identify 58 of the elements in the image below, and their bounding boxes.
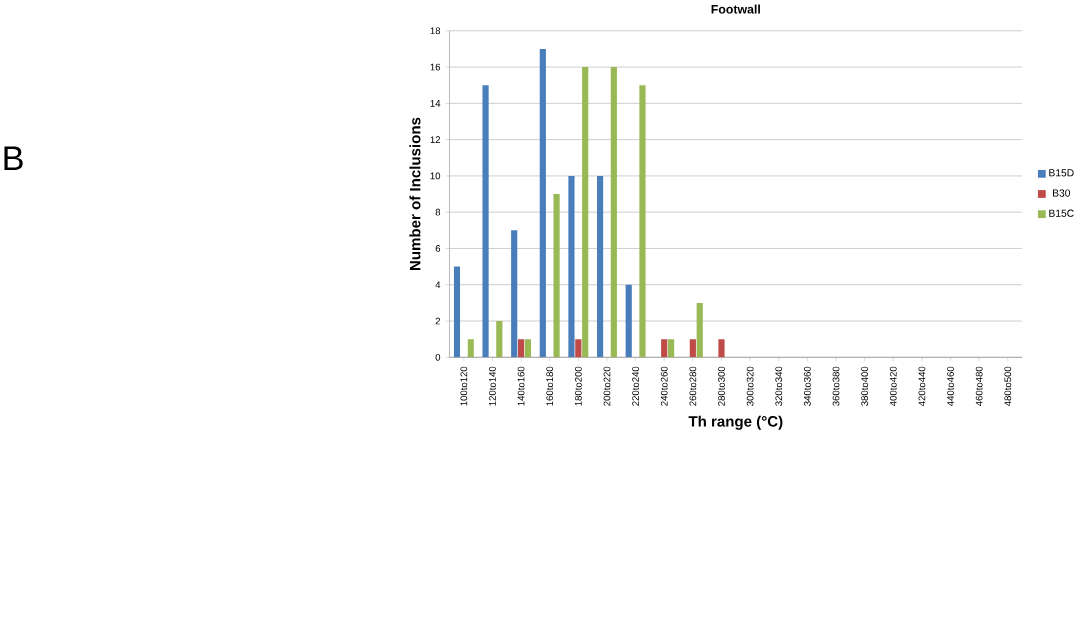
- bar: [610, 67, 617, 358]
- bar: [453, 266, 461, 358]
- bar: [689, 339, 696, 358]
- y-tick-label: 12: [430, 136, 441, 143]
- chart-title: Footwall: [711, 4, 760, 14]
- x-tick-label: 200to220: [603, 366, 611, 406]
- x-tick-label: 300to320: [746, 366, 754, 406]
- bar: [467, 339, 474, 358]
- bar: [524, 339, 532, 358]
- bar: [639, 85, 646, 358]
- legend-label: B15C: [1049, 209, 1074, 217]
- x-tick-label: 360to380: [832, 366, 840, 406]
- x-axis-title: Th range (°C): [688, 415, 783, 430]
- x-tick-label: 260to280: [689, 366, 697, 406]
- x-tick-label: 280to300: [718, 366, 725, 406]
- legend-label: B15D: [1049, 169, 1074, 177]
- x-tick-label: 140to160: [517, 366, 525, 406]
- y-tick-label: 16: [430, 63, 441, 71]
- x-tick-label: 400to420: [889, 366, 897, 407]
- x-tick-label: 220to240: [632, 366, 639, 406]
- bar: [575, 339, 582, 358]
- legend-label: B30: [1053, 189, 1071, 197]
- bar: [661, 339, 668, 358]
- y-tick-label: 18: [430, 27, 441, 35]
- bar: [553, 194, 560, 358]
- bar: [482, 85, 489, 358]
- bar: [511, 230, 518, 358]
- bar: [718, 339, 725, 358]
- x-tick-label: 180to200: [574, 366, 582, 406]
- x-tick-label: 120to140: [489, 366, 496, 406]
- bar: [568, 175, 575, 358]
- x-tick-label: 420to440: [918, 366, 926, 407]
- bar: [517, 339, 525, 358]
- x-tick-label: 380to400: [861, 366, 869, 406]
- x-tick-label: 340to360: [803, 366, 811, 406]
- bar: [596, 175, 604, 358]
- bar: [668, 339, 675, 358]
- bar: [696, 302, 703, 358]
- bar: [625, 284, 632, 358]
- y-axis-title: Number of Inclusions: [409, 117, 421, 271]
- y-tick-label: 14: [430, 100, 441, 107]
- y-tick-label: 6: [435, 245, 441, 252]
- y-tick-label: 8: [435, 208, 441, 216]
- x-tick-label: 160to180: [546, 366, 554, 406]
- y-tick-label: 10: [430, 172, 441, 180]
- bar: [582, 67, 589, 358]
- bar: [539, 48, 546, 358]
- x-tick-label: 320to340: [775, 366, 783, 406]
- y-tick-label: 0: [435, 353, 441, 361]
- x-tick-label: 240to260: [660, 366, 668, 406]
- y-tick-label: 4: [435, 281, 441, 289]
- x-tick-label: 440to460: [947, 366, 954, 407]
- x-tick-label: 100to120: [460, 366, 468, 406]
- text: B: [4, 146, 23, 171]
- y-tick-label: 2: [435, 317, 441, 325]
- bar: [496, 321, 503, 358]
- x-tick-label: 480to500: [1004, 366, 1012, 407]
- x-tick-label: 460to480: [975, 366, 983, 407]
